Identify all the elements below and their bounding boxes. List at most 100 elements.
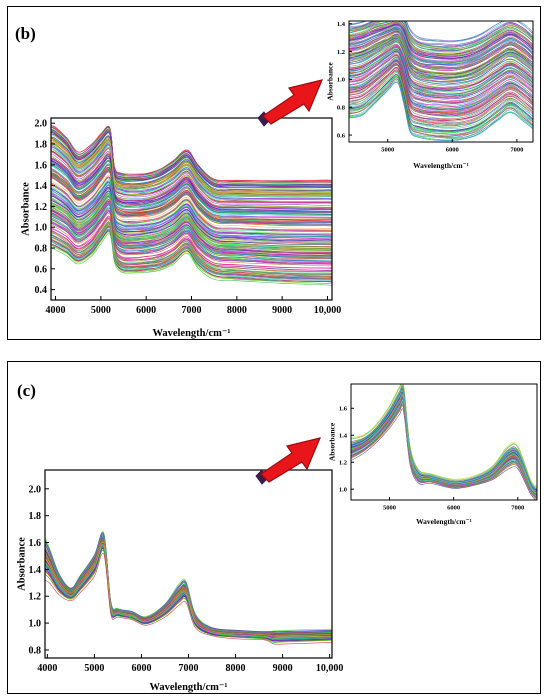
spectrum-line <box>349 52 533 99</box>
spectrum-line <box>45 542 332 639</box>
spectrum-line <box>45 540 332 637</box>
spectrum-line <box>51 183 332 238</box>
spectrum-line <box>45 537 332 636</box>
spectrum-line <box>45 546 332 641</box>
spectra-group <box>45 531 332 645</box>
spectrum-line <box>51 206 332 261</box>
spectrum-line <box>349 21 533 52</box>
spectrum-line <box>45 542 332 638</box>
spectrum-line <box>51 129 332 186</box>
spectrum-line <box>45 539 332 636</box>
spectrum-line <box>351 394 537 494</box>
arrow-shape <box>262 79 324 125</box>
spectrum-line <box>351 397 537 496</box>
spectrum-line <box>45 533 332 633</box>
spectrum-line <box>349 22 533 56</box>
spectrum-line <box>349 54 533 103</box>
spectrum-line <box>351 394 537 495</box>
spectrum-line <box>45 540 332 637</box>
spectrum-line <box>349 78 533 139</box>
spectrum-line <box>349 21 533 47</box>
spectrum-line <box>349 21 533 49</box>
spectrum-line <box>51 195 332 249</box>
spectrum-line <box>45 543 332 639</box>
spectrum-line <box>351 403 537 499</box>
spectrum-line <box>51 156 332 211</box>
x-tick-label: 10,000 <box>314 305 342 316</box>
x-tick-label: 7000 <box>182 305 202 316</box>
spectrum-line <box>51 204 332 259</box>
spectrum-line <box>45 544 332 639</box>
spectrum-line <box>351 389 537 492</box>
spectrum-line <box>349 39 533 82</box>
y-tick-label: 1.4 <box>337 21 346 28</box>
spectrum-line <box>351 390 537 493</box>
spectrum-line <box>51 199 332 253</box>
x-tick-label: 7000 <box>179 663 199 674</box>
plot-frame <box>348 20 534 143</box>
spectrum-line <box>349 48 533 95</box>
spectrum-line <box>349 70 533 127</box>
spectrum-line <box>45 542 332 638</box>
spectrum-line <box>45 540 332 637</box>
y-tick-label: 2.0 <box>29 484 42 495</box>
spectrum-line <box>51 127 332 184</box>
spectrum-line <box>51 231 332 284</box>
spectrum-line <box>51 181 332 235</box>
spectrum-line <box>51 186 332 241</box>
y-tick-label: 1.0 <box>29 619 42 630</box>
spectrum-line <box>349 76 533 134</box>
spectrum-line <box>51 218 332 271</box>
spectrum-line <box>51 167 332 222</box>
spectrum-line <box>45 543 332 639</box>
spectrum-line <box>349 21 533 43</box>
x-axis-label: Wavelength/cm⁻¹ <box>416 517 472 526</box>
spectrum-line <box>351 387 537 491</box>
spectrum-line <box>45 537 332 635</box>
spectrum-line <box>51 168 332 224</box>
spectrum-line <box>351 390 537 493</box>
spectrum-line <box>349 36 533 77</box>
spectrum-line <box>351 402 537 499</box>
x-tick-label: 7000 <box>511 505 524 512</box>
spectrum-line <box>51 159 332 213</box>
spectrum-line <box>45 539 332 637</box>
spectrum-line <box>51 148 332 204</box>
spectrum-line <box>51 187 332 242</box>
y-tick-label: 0.6 <box>337 132 346 139</box>
y-tick-label: 0.8 <box>337 105 346 112</box>
spectrum-line <box>349 80 533 141</box>
spectrum-line <box>51 189 332 244</box>
y-tick-label: 2.0 <box>35 119 48 130</box>
spectrum-line <box>45 539 332 637</box>
spectrum-line <box>45 540 332 637</box>
y-tick-label: 1.4 <box>339 433 348 440</box>
spectrum-line <box>51 182 332 237</box>
spectrum-line <box>351 389 537 492</box>
y-axis-label: Absorbance <box>21 182 32 236</box>
x-tick-label: 4000 <box>46 305 66 316</box>
spectrum-line <box>349 21 533 51</box>
spectrum-line <box>51 147 332 202</box>
spectrum-line <box>45 540 332 637</box>
spectrum-line <box>45 538 332 636</box>
y-tick-label: 1.4 <box>35 181 48 192</box>
y-tick-label: 1.6 <box>29 538 42 549</box>
spectrum-line <box>45 533 332 633</box>
x-tick-label: 5000 <box>84 663 104 674</box>
spectrum-line <box>349 21 533 50</box>
spectrum-line <box>45 535 332 635</box>
spectrum-line <box>349 64 533 117</box>
spectrum-line <box>349 68 533 123</box>
x-tick-label: 6000 <box>131 663 151 674</box>
spectrum-line <box>45 542 332 638</box>
spectrum-line <box>51 197 332 251</box>
spectrum-line <box>45 538 332 636</box>
chart-c-main: 4000 5000 6000 7000 8000 9000 10,000 0.8 1.0 1.2 1… <box>17 469 343 693</box>
spectrum-line <box>51 174 332 229</box>
spectrum-line <box>349 78 533 137</box>
spectrum-line <box>45 542 332 639</box>
spectrum-line <box>51 215 332 269</box>
spectrum-line <box>51 170 332 225</box>
panel-label-b: (b) <box>15 24 36 43</box>
